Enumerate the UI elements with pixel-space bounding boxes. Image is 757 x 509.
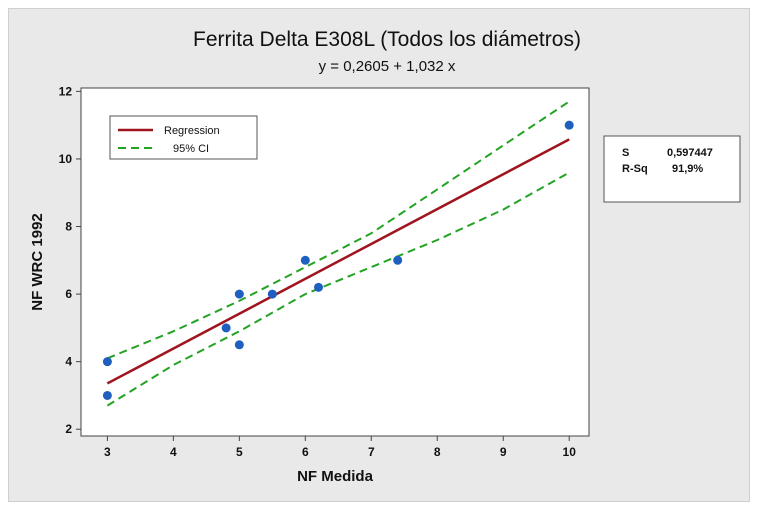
y-tick-label: 12 bbox=[59, 84, 73, 98]
y-tick-label: 6 bbox=[65, 287, 72, 301]
x-axis: 3 4 5 6 7 8 9 10 bbox=[104, 436, 576, 459]
x-tick-label: 8 bbox=[434, 445, 441, 459]
data-point bbox=[221, 323, 231, 333]
data-point bbox=[300, 255, 310, 265]
ci-lower-line bbox=[106, 171, 570, 407]
stats-box: S 0,597447 R-Sq 91,9% bbox=[603, 135, 741, 203]
data-point bbox=[102, 357, 112, 367]
y-tick-label: 2 bbox=[65, 422, 72, 436]
x-tick-label: 7 bbox=[368, 445, 375, 459]
stats-box-frame bbox=[603, 135, 741, 203]
confidence-interval-lines bbox=[106, 100, 570, 407]
data-point bbox=[234, 289, 244, 299]
data-point bbox=[234, 340, 244, 350]
chart-subtitle: y = 0,2605 + 1,032 x bbox=[319, 58, 456, 75]
stats-s-value: 0,597447 bbox=[667, 147, 713, 159]
data-points bbox=[102, 120, 574, 400]
regression-line bbox=[106, 138, 570, 385]
data-point bbox=[393, 255, 403, 265]
x-tick-label: 9 bbox=[500, 445, 507, 459]
ci-upper-line bbox=[107, 100, 570, 360]
x-tick-label: 4 bbox=[170, 445, 177, 459]
stats-rsq-label: R-Sq bbox=[622, 163, 648, 175]
regression-line-group bbox=[106, 138, 570, 385]
legend-box bbox=[109, 115, 258, 160]
x-tick-label: 3 bbox=[104, 445, 111, 459]
y-axis-label: NF WRC 1992 bbox=[29, 213, 46, 311]
data-point bbox=[267, 289, 277, 299]
legend-ci-label: 95% CI bbox=[173, 143, 209, 155]
y-axis: 2 4 6 8 10 12 bbox=[59, 84, 81, 436]
legend-regression-label: Regression bbox=[164, 125, 220, 137]
data-point bbox=[564, 120, 574, 130]
x-tick-label: 5 bbox=[236, 445, 243, 459]
x-tick-label: 6 bbox=[302, 445, 309, 459]
x-tick-label: 10 bbox=[563, 445, 577, 459]
y-tick-label: 10 bbox=[59, 152, 73, 166]
x-axis-label: NF Medida bbox=[297, 468, 373, 485]
stats-s-label: S bbox=[622, 147, 629, 159]
y-tick-label: 4 bbox=[65, 355, 72, 369]
chart-title: Ferrita Delta E308L (Todos los diámetros… bbox=[193, 28, 581, 51]
legend: Regression 95% CI bbox=[109, 115, 258, 160]
data-point bbox=[102, 390, 112, 400]
stats-rsq-value: 91,9% bbox=[672, 163, 703, 175]
data-point bbox=[314, 282, 324, 292]
y-tick-label: 8 bbox=[65, 220, 72, 234]
